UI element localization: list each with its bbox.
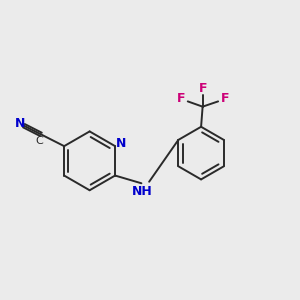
Text: C: C [35, 136, 43, 146]
Text: N: N [116, 136, 126, 149]
Text: NH: NH [132, 184, 152, 197]
Text: N: N [14, 117, 25, 130]
Text: F: F [221, 92, 229, 105]
Text: F: F [198, 82, 207, 95]
Text: F: F [177, 92, 185, 105]
